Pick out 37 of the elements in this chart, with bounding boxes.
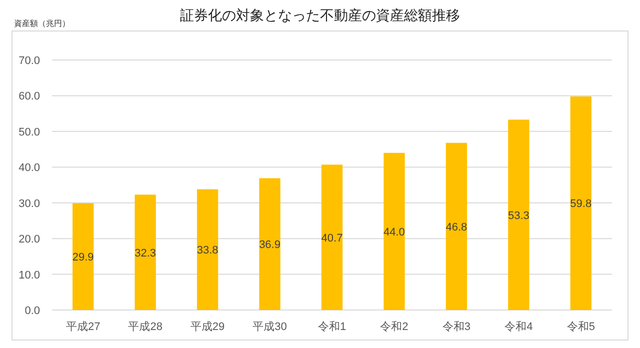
bar (446, 142, 468, 310)
data-label: 40.7 (321, 232, 343, 244)
chart-title: 証券化の対象となった不動産の資産総額推移 (180, 7, 460, 23)
y-tick-label: 60.0 (18, 90, 40, 103)
data-label: 36.9 (259, 239, 280, 252)
x-tick-label: 令和4 (504, 320, 533, 333)
x-tick-label: 平成30 (252, 320, 287, 333)
y-axis-title: 資産額（兆円） (14, 19, 70, 28)
data-label: 59.8 (570, 198, 592, 210)
data-label: 46.8 (446, 221, 468, 234)
bar (196, 189, 218, 310)
bar (321, 164, 343, 310)
x-tick-label: 令和1 (318, 320, 346, 333)
x-tick-label: 平成29 (190, 320, 225, 333)
y-tick-label: 30.0 (18, 198, 40, 210)
x-tick-label: 令和5 (566, 320, 595, 333)
bar (259, 178, 280, 310)
x-tick-label: 令和3 (442, 320, 471, 333)
y-tick-label: 70.0 (18, 55, 40, 67)
bar (72, 203, 94, 310)
y-tick-label: 20.0 (18, 234, 40, 246)
data-label: 29.9 (72, 252, 94, 264)
x-tick-label: 平成28 (128, 320, 162, 333)
y-tick-label: 10.0 (18, 269, 40, 282)
x-tick-label: 令和2 (380, 320, 408, 333)
y-tick-label: 40.0 (18, 162, 40, 174)
data-label: 44.0 (384, 226, 405, 238)
bar (384, 152, 405, 310)
y-tick-label: 50.0 (18, 126, 40, 138)
bar (508, 120, 530, 310)
x-tick-label: 平成27 (66, 320, 100, 333)
bar (570, 96, 592, 310)
bar (134, 194, 156, 310)
data-label: 32.3 (134, 247, 156, 260)
data-label: 33.8 (196, 244, 218, 257)
data-label: 53.3 (508, 210, 530, 222)
y-tick-label: 0.0 (24, 305, 40, 317)
